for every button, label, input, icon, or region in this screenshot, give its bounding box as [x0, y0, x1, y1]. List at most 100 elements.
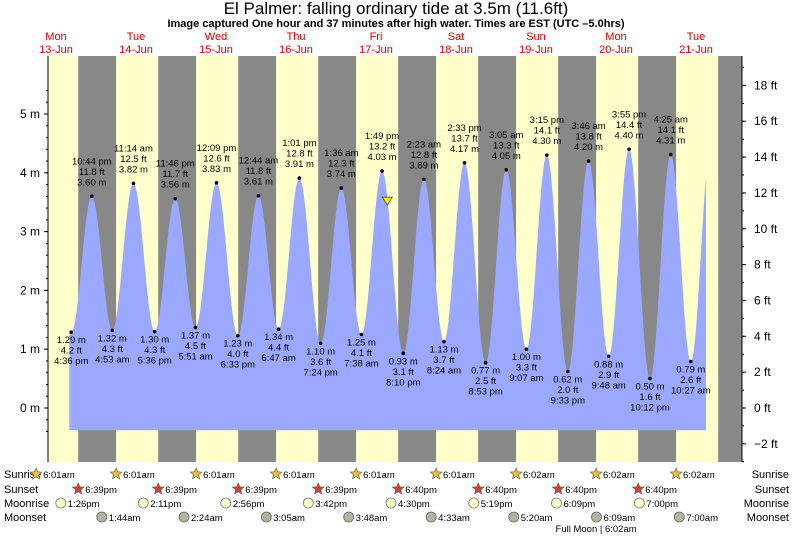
low-tide-label: 10:27 am [671, 386, 711, 397]
sunrise-icon [429, 467, 443, 480]
sunrise-time: 6:01am [203, 470, 235, 481]
low-tide-label: 2.0 ft [557, 385, 578, 396]
extreme-point [256, 193, 261, 198]
day-name-label: Tue [127, 31, 146, 43]
extreme-point [318, 341, 323, 346]
right-tick-label: 12 ft [754, 186, 778, 200]
sunrise-icon [669, 467, 683, 480]
high-tide-label: 13.2 ft [369, 142, 396, 153]
right-tick-label: 8 ft [754, 258, 771, 272]
extreme-point [297, 176, 302, 180]
low-tide-label: 8:10 pm [386, 377, 420, 388]
high-tide-label: 3.61 m [244, 177, 273, 188]
low-tide-label: 4.4 ft [268, 343, 289, 354]
extreme-point [380, 169, 384, 173]
low-tide-label: 5:51 am [178, 351, 212, 362]
sunset-time: 6:39pm [85, 485, 117, 496]
high-tide-label: 3.82 m [119, 164, 148, 175]
moonset-time: 1:44am [109, 513, 141, 524]
extreme-point [131, 181, 136, 186]
low-tide-label: 0.93 m [389, 356, 418, 367]
low-tide-label: 0.79 m [676, 365, 705, 376]
high-tide-label: 4.30 m [532, 136, 561, 147]
high-tide-label: 4.03 m [368, 152, 397, 163]
high-tide-label: 3:15 pm [530, 115, 564, 126]
high-tide-label: 3.60 m [77, 177, 106, 188]
sunrise-icon [269, 467, 283, 480]
current-tide-marker [381, 196, 394, 206]
moonset-icon [508, 511, 520, 523]
day-date-label: 15-Jun [199, 44, 233, 56]
high-tide-label: 4.20 m [574, 142, 603, 153]
sunrise-time: 6:01am [443, 470, 475, 481]
day-name-label: Sun [526, 31, 546, 43]
moonrise-time: 1:26pm [68, 499, 100, 510]
moonset-time: 3:48am [356, 513, 388, 524]
extreme-point [422, 177, 426, 182]
moonset-time: 2:24am [191, 513, 223, 524]
moonrise-time: 6:09pm [563, 499, 595, 510]
high-tide-label: 13.8 ft [575, 132, 602, 143]
right-tick-label: 0 ft [754, 401, 771, 415]
extreme-point [668, 152, 673, 157]
tide-curve [69, 149, 707, 431]
low-tide-label: 0.62 m [553, 375, 582, 386]
right-tick-label: 6 ft [754, 293, 771, 307]
moonrise-time: 4:30pm [398, 499, 430, 510]
axes: 0 m 1 m 2 m 3 m 4 m 5 m −2 ft 0 ft 2 ft 4 ft 6 ft 8… [20, 56, 793, 463]
extreme-point [214, 180, 219, 185]
extreme-point [689, 359, 693, 364]
low-tide-label: 1.30 m [140, 335, 169, 346]
high-tide-label: 3.91 m [285, 159, 314, 170]
day-date-label: 14-Jun [119, 44, 153, 56]
low-tide-label: 4:53 am [95, 354, 129, 365]
sunrise-time: 6:02am [683, 470, 715, 481]
moonrise-time: 5:19pm [481, 499, 513, 510]
low-tide-label: 0.77 m [471, 366, 500, 377]
moonset-time: 6:09am [603, 513, 635, 524]
day-date-label: 19-Jun [519, 44, 553, 56]
high-tide-label: 14.4 ft [616, 120, 643, 131]
sunrise-time: 6:01am [363, 470, 395, 481]
low-tide-label: 0.88 m [594, 359, 623, 370]
extreme-point [236, 333, 240, 338]
moonrise-icon [385, 497, 397, 509]
high-tide-label: 4.17 m [450, 144, 479, 155]
day-date-label: 20-Jun [599, 44, 633, 56]
low-tide-label: 4.3 ft [144, 345, 165, 356]
high-tide-label: 1:49 pm [365, 131, 399, 142]
row-label-right: Moonrise [744, 498, 789, 510]
moonset-time: 3:05am [273, 513, 305, 524]
high-tide-label: 12:09 pm [197, 143, 237, 154]
low-tide-label: 7:38 am [344, 359, 378, 370]
extreme-point [110, 328, 115, 333]
low-tide-label: 1.00 m [512, 352, 541, 363]
high-tide-label: 12.8 ft [286, 149, 313, 160]
high-tide-label: 4.05 m [492, 151, 521, 162]
chart-title: El Palmer: falling ordinary tide at 3.5m… [224, 0, 569, 18]
sunset-icon [151, 482, 165, 495]
high-tide-label: 13.3 ft [493, 140, 520, 151]
day-labels: Mon13-JunTue14-JunWed15-JunThu16-JunFri1… [39, 31, 713, 56]
sunrise-icon [509, 467, 523, 480]
low-tide-label: 9:33 pm [551, 396, 585, 407]
high-tide-label: 12.3 ft [328, 159, 355, 170]
moonrise-icon [302, 497, 314, 509]
sunset-icon [311, 482, 325, 495]
low-tide-label: 9:07 am [509, 373, 543, 384]
left-tick-label: 2 m [20, 283, 40, 297]
moonrise-icon [137, 497, 149, 509]
sunset-icon [231, 482, 245, 495]
sunset-icon [551, 482, 565, 495]
low-tide-label: 2.6 ft [680, 375, 701, 386]
tide-area [69, 149, 707, 431]
left-tick-label: 5 m [20, 107, 40, 121]
extreme-point [462, 161, 467, 165]
high-tide-label: 1:01 pm [282, 138, 316, 149]
low-tide-label: 7:24 pm [303, 367, 337, 378]
sunset-time: 6:39pm [245, 485, 277, 496]
sunset-icon [71, 482, 85, 495]
low-tide-label: 1.25 m [347, 338, 376, 349]
low-tide-label: 4.5 ft [185, 341, 206, 352]
extreme-point [504, 168, 509, 172]
